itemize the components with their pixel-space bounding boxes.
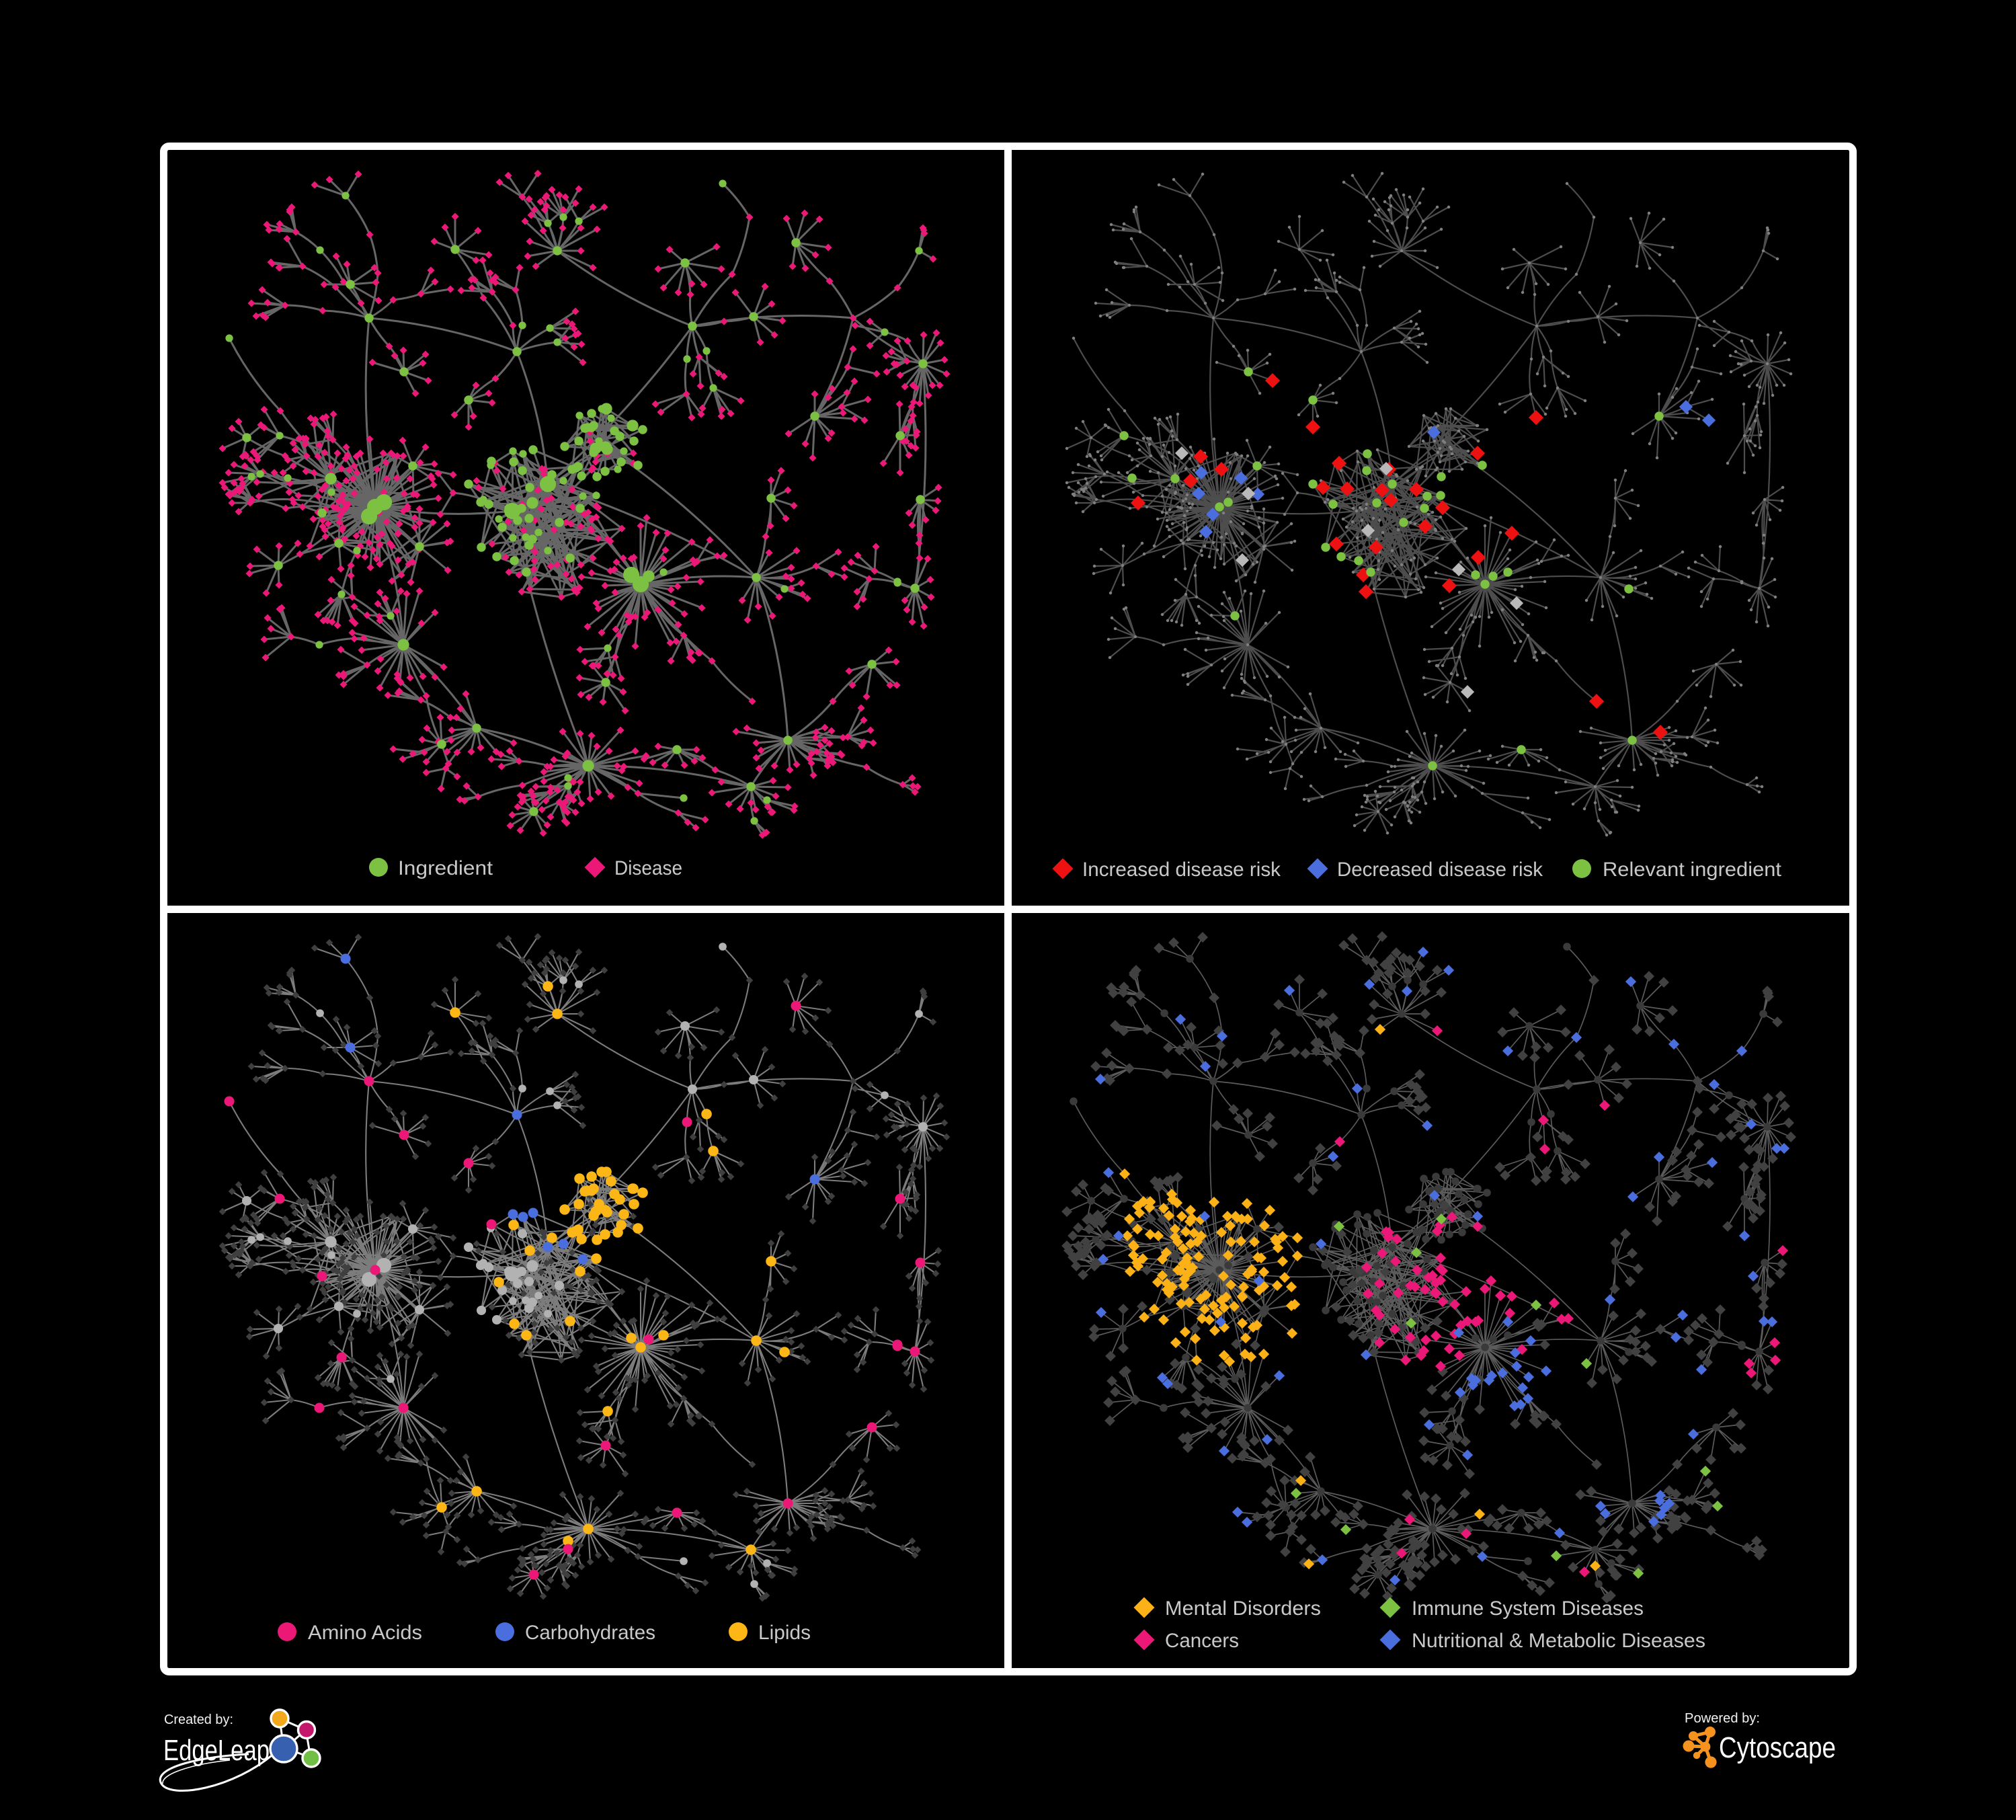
svg-text:Ingredient: Ingredient bbox=[398, 857, 493, 879]
svg-text:Immune System Diseases: Immune System Diseases bbox=[1412, 1597, 1644, 1620]
svg-text:Relevant ingredient: Relevant ingredient bbox=[1603, 859, 1782, 881]
svg-text:Cancers: Cancers bbox=[1165, 1630, 1239, 1652]
svg-text:Powered by:: Powered by: bbox=[1685, 1711, 1760, 1726]
svg-text:Amino Acids: Amino Acids bbox=[308, 1622, 422, 1644]
svg-text:Cytoscape: Cytoscape bbox=[1719, 1731, 1836, 1764]
svg-text:Disease: Disease bbox=[614, 857, 682, 879]
svg-text:Created by:: Created by: bbox=[164, 1712, 233, 1727]
svg-text:Nutritional & Metabolic Diseas: Nutritional & Metabolic Diseases bbox=[1412, 1630, 1705, 1652]
svg-text:Decreased disease risk: Decreased disease risk bbox=[1337, 859, 1543, 881]
svg-text:Lipids: Lipids bbox=[758, 1622, 811, 1644]
svg-text:Increased disease risk: Increased disease risk bbox=[1082, 859, 1281, 881]
svg-text:Mental Disorders: Mental Disorders bbox=[1165, 1597, 1321, 1620]
svg-text:Carbohydrates: Carbohydrates bbox=[525, 1622, 655, 1644]
